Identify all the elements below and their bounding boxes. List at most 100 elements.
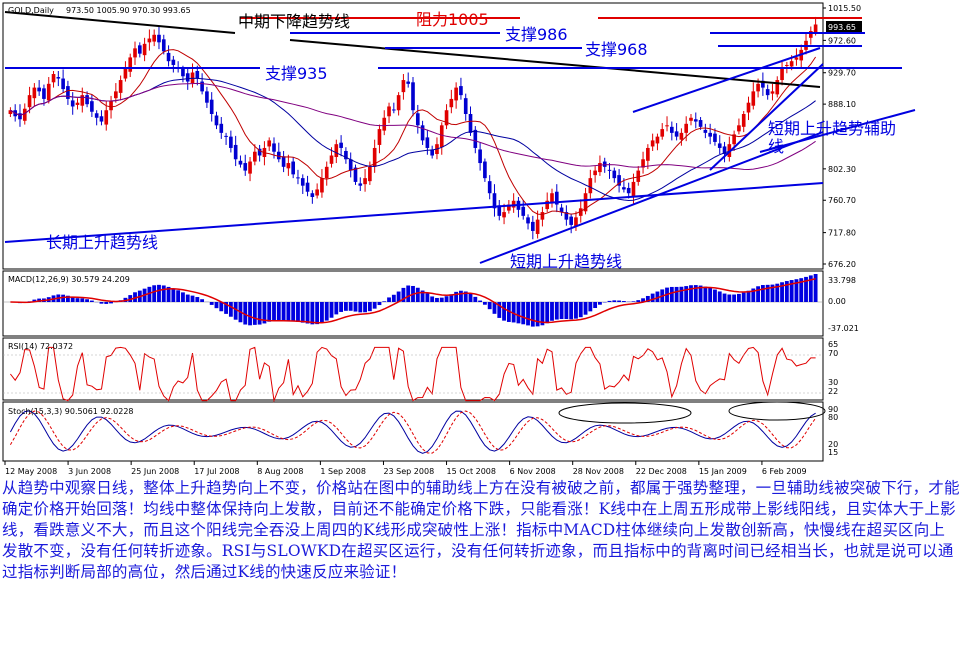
candle-body [200, 81, 204, 92]
candle-body [114, 91, 118, 99]
candle-body [147, 38, 152, 43]
candle-body [291, 161, 295, 175]
candle-body [80, 95, 85, 106]
candle-body [8, 110, 13, 115]
candle-body [348, 159, 353, 171]
candle-body [358, 183, 363, 186]
macd-bar [641, 298, 645, 302]
stoch-pane [2, 401, 824, 462]
candle-body [794, 57, 799, 60]
macd-bar [698, 285, 703, 302]
candle-body [655, 136, 660, 144]
macd-bar [708, 287, 713, 302]
moving-averages [10, 49, 817, 216]
macd-bar [320, 302, 324, 323]
rsi-tick-22: 22 [828, 387, 838, 396]
candle-body [626, 187, 631, 194]
rsi-tick-70: 70 [828, 349, 838, 358]
candle-body [775, 80, 780, 95]
macd-bar [248, 302, 252, 326]
price-tick-label: 888.10 [828, 100, 856, 109]
macd-bar [296, 302, 300, 322]
macd-bar [387, 297, 391, 302]
macd-bar [497, 302, 502, 318]
macd-label: MACD(12,26,9) 30.579 24.209 [8, 275, 130, 284]
candle-body [684, 123, 689, 133]
candle-body [492, 193, 497, 209]
candle-body [703, 129, 708, 133]
macd-bar [214, 302, 219, 309]
macd-bar [305, 302, 310, 324]
macd-bar [732, 294, 737, 302]
macd-bar [396, 291, 401, 302]
long-uptrend-line [4, 182, 824, 243]
resistance-annotation: 阻力1005 [416, 10, 489, 29]
macd-bar [540, 302, 545, 326]
candle-body [296, 177, 300, 179]
candle-body [636, 170, 641, 182]
ohlc-readout: 973.50 1005.90 970.30 993.65 [66, 6, 191, 15]
channel-upper-line [632, 47, 821, 113]
date-tick-label: 12 May 2008 [5, 467, 57, 476]
candle-body [152, 34, 157, 42]
macd-bar [425, 293, 430, 302]
candle-body [507, 204, 511, 211]
macd-bar [406, 285, 411, 302]
macd-bar [195, 297, 200, 302]
stoch-label: Stoch(15,3,3) 90.5061 92.0228 [8, 407, 134, 416]
candle-body [746, 102, 751, 113]
long-uptrend-annotation: 长期上升趋势线 [46, 233, 158, 252]
candle-body [248, 161, 252, 174]
candle-body [660, 129, 665, 137]
stoch-main-line [9, 410, 816, 454]
rsi-line [3, 346, 823, 403]
macd-bar [737, 293, 741, 302]
candle-body [181, 68, 185, 77]
candle-body [780, 68, 784, 81]
macd-bar [348, 302, 353, 311]
macd-bar [219, 302, 224, 312]
short-uptrend-line-ext [759, 109, 916, 153]
candle-body [765, 89, 770, 96]
candle-body [425, 137, 430, 148]
candle-body [185, 73, 190, 82]
candle-body [142, 43, 147, 56]
macd-bar [430, 296, 435, 302]
date-tick-label: 6 Nov 2008 [510, 467, 556, 476]
macd-bar [89, 300, 94, 302]
candle-body [559, 207, 564, 213]
candle-body [334, 144, 339, 158]
macd-bar [315, 302, 320, 325]
macd-bar [808, 275, 813, 302]
macd-bar [363, 302, 367, 313]
candle-body [732, 134, 736, 145]
macd-bar [804, 276, 808, 302]
candle-body [257, 148, 262, 156]
macd-bar [329, 302, 334, 318]
macd-histogram [3, 274, 823, 327]
macd-bar [703, 286, 708, 302]
macd-bar [650, 293, 655, 302]
macd-bar [415, 287, 420, 302]
date-tick-label: 8 Aug 2008 [257, 467, 303, 476]
macd-bar [770, 284, 775, 302]
short-uptrend-line [479, 131, 824, 264]
macd-bar [574, 302, 578, 319]
analysis-commentary: 从趋势中观察日线，整体上升趋势向上不变，价格站在图中的辅助线上方在没有被破之前，… [2, 479, 960, 581]
candle-body [698, 120, 703, 127]
mid-downtrend-annotation: 中期下降趋势线 [238, 12, 350, 31]
short-uptrend-aux-annotation: 短期上升趋势辅助 [768, 119, 896, 138]
candle-body [286, 163, 291, 169]
macd-bar [789, 280, 794, 302]
candle-body [761, 80, 765, 88]
candle-body [229, 136, 233, 148]
macd-bar [598, 302, 602, 305]
candle-body [463, 98, 468, 115]
candle-body [554, 191, 559, 205]
candle-body [382, 117, 387, 131]
candle-body [94, 113, 99, 118]
macd-bar [70, 297, 75, 302]
candle-body [238, 160, 243, 165]
price-tick-label: 929.70 [828, 69, 856, 78]
candle-body [66, 86, 70, 99]
